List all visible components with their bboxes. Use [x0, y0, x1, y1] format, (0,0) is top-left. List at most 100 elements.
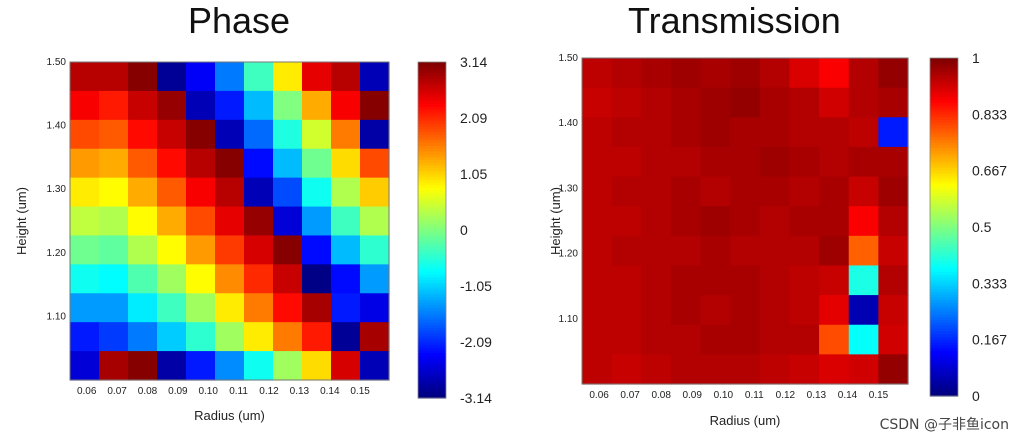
- transmission-colorbar-label: 0: [972, 388, 980, 404]
- transmission-heatmap-cell: [700, 206, 731, 237]
- transmission-colorbar-label: 0.167: [972, 332, 1007, 348]
- phase-colorbar-segment: [418, 143, 446, 147]
- phase-colorbar-segment: [418, 179, 446, 183]
- phase-title: Phase: [188, 0, 291, 41]
- transmission-heatmap-cell: [641, 295, 672, 326]
- phase-heatmap-cell: [70, 177, 100, 208]
- watermark: CSDN @子非鱼icon: [879, 417, 1009, 433]
- phase-heatmap-cell: [244, 119, 274, 150]
- phase-heatmap-cell: [186, 90, 216, 121]
- phase-heatmap-cell: [331, 264, 361, 294]
- transmission-heatmap-cell: [878, 117, 909, 148]
- phase-heatmap-cell: [157, 293, 187, 323]
- transmission-heatmap-cell: [878, 295, 909, 326]
- transmission-heatmap-cell: [582, 295, 613, 326]
- transmission-heatmap-cell: [789, 295, 820, 326]
- transmission-heatmap-cell: [878, 324, 909, 355]
- transmission-colorbar-segment: [930, 125, 958, 130]
- transmission-heatmap-cell: [789, 87, 820, 118]
- transmission-colorbar-segment: [930, 376, 958, 380]
- phase-heatmap-cell: [360, 351, 390, 381]
- phase-colorbar-segment: [418, 375, 446, 379]
- phase-colorbar-label: 1.05: [460, 166, 487, 182]
- phase-heatmap-cell: [157, 119, 187, 150]
- phase-heatmap-cell: [99, 119, 129, 150]
- phase-colorbar-segment: [418, 272, 446, 276]
- phase-colorbar-segment: [418, 350, 446, 354]
- transmission-heatmap-cell: [641, 324, 672, 355]
- phase-colorbar-segment: [418, 160, 446, 164]
- phase-heatmap-cell: [186, 177, 216, 208]
- transmission-x-tick-label: 0.12: [776, 390, 796, 401]
- transmission-colorbar-segment: [930, 365, 958, 369]
- phase-colorbar-segment: [418, 90, 446, 94]
- transmission-heatmap-cell: [611, 146, 642, 178]
- phase-heatmap-cell: [70, 119, 100, 150]
- phase-heatmap-cell: [273, 206, 303, 237]
- transmission-colorbar-segment: [930, 255, 958, 259]
- transmission-heatmap-cell: [670, 265, 702, 296]
- transmission-colorbar-segment: [930, 334, 958, 338]
- transmission-heatmap-cell: [730, 58, 761, 89]
- transmission-heatmap-cell: [582, 176, 613, 207]
- phase-x-tick-label: 0.11: [229, 386, 248, 397]
- transmission-colorbar-label: 0.333: [972, 275, 1007, 291]
- phase-x-tick-label: 0.06: [77, 386, 97, 397]
- phase-heatmap-cell: [157, 177, 187, 208]
- transmission-colorbar-segment: [930, 308, 958, 313]
- transmission-colorbar-segment: [930, 243, 958, 248]
- phase-colorbar-segment: [418, 386, 446, 391]
- transmission-heatmap-cell: [700, 354, 731, 385]
- transmission-heatmap-cell: [730, 146, 761, 178]
- phase-heatmap-cell: [186, 351, 216, 381]
- phase-colorbar-segment: [418, 213, 446, 217]
- phase-heatmap-cell: [215, 119, 245, 150]
- transmission-heatmap-cell: [670, 58, 702, 89]
- transmission-heatmap-cell: [730, 87, 761, 118]
- phase-colorbar-segment: [418, 260, 446, 265]
- transmission-heatmap-cell: [582, 87, 613, 118]
- phase-heatmap-cell: [215, 293, 245, 323]
- transmission-colorbar-segment: [930, 235, 958, 239]
- transmission-colorbar-segment: [930, 80, 958, 84]
- phase-colorbar-segment: [418, 227, 446, 231]
- phase-colorbar-segment: [418, 336, 446, 340]
- phase-colorbar-segment: [418, 361, 446, 365]
- transmission-heatmap-cell: [789, 117, 820, 148]
- transmission-heatmap-cell: [789, 176, 820, 207]
- phase-x-tick-label: 0.10: [198, 386, 218, 397]
- phase-heatmap-cell: [157, 264, 187, 294]
- transmission-heatmap-cell: [700, 324, 731, 355]
- phase-colorbar-segment: [418, 92, 446, 97]
- transmission-heatmap-cell: [789, 324, 820, 355]
- transmission-colorbar-segment: [930, 94, 958, 99]
- transmission-colorbar-segment: [930, 221, 958, 225]
- phase-colorbar-segment: [418, 389, 446, 393]
- transmission-colorbar-frame: [929, 57, 959, 397]
- transmission-heatmap-cell: [730, 117, 761, 148]
- phase-colorbar-segment: [418, 202, 446, 206]
- transmission-heatmap-cell: [848, 117, 879, 148]
- transmission-x-tick-label: 0.07: [620, 390, 640, 401]
- transmission-heatmap-cell: [670, 295, 702, 326]
- transmission-heatmap-cell: [670, 176, 702, 207]
- transmission-heatmap-cell: [641, 58, 672, 89]
- transmission-x-tick-label: 0.10: [714, 390, 734, 401]
- phase-heatmap-cell: [157, 351, 187, 381]
- phase-heatmap-cell: [273, 62, 303, 92]
- transmission-colorbar-segment: [930, 367, 958, 372]
- phase-colorbar-segment: [418, 364, 446, 368]
- transmission-heatmap-cell: [759, 146, 791, 178]
- transmission-colorbar-segment: [930, 198, 958, 203]
- phase-heatmap-cell: [244, 148, 274, 179]
- phase-colorbar-segment: [418, 294, 446, 298]
- transmission-colorbar-segment: [930, 74, 958, 79]
- phase-colorbar-segment: [418, 190, 446, 195]
- phase-colorbar-segment: [418, 258, 446, 262]
- phase-heatmap-cell: [302, 206, 332, 237]
- phase-heatmap-cell: [99, 90, 129, 121]
- phase-heatmap-cell: [70, 148, 100, 179]
- phase-x-tick-label: 0.14: [320, 386, 340, 397]
- transmission-colorbar-segment: [930, 238, 958, 242]
- phase-heatmap-cell: [186, 264, 216, 294]
